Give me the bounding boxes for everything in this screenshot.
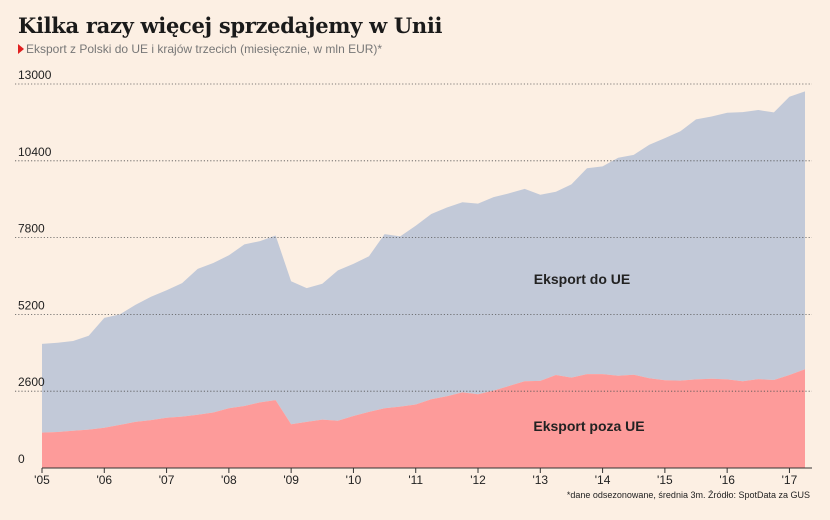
chart-title: Kilka razy więcej sprzedajemy w Unii bbox=[18, 13, 443, 38]
x-tick-label: '13 bbox=[532, 473, 548, 487]
y-tick-label: 7800 bbox=[18, 222, 45, 236]
footnote: *dane odsezonowane, średnia 3m. Źródło: … bbox=[566, 490, 810, 500]
y-tick-label: 10400 bbox=[18, 145, 52, 159]
y-tick-label: 5200 bbox=[18, 298, 45, 312]
red-triangle-icon bbox=[18, 44, 24, 54]
y-tick-label: 2600 bbox=[18, 375, 45, 389]
area-label-eu: Eksport do UE bbox=[534, 271, 630, 287]
subtitle-text: Eksport z Polski do UE i krajów trzecich… bbox=[26, 42, 383, 56]
series-area-eksport-do-ue bbox=[42, 91, 805, 433]
chart-subtitle: Eksport z Polski do UE i krajów trzecich… bbox=[18, 42, 382, 56]
x-tick-label: '06 bbox=[96, 473, 112, 487]
x-tick-label: '11 bbox=[408, 473, 423, 487]
y-tick-label: 13000 bbox=[18, 68, 52, 82]
x-tick-label: '09 bbox=[283, 473, 299, 487]
x-tick-label: '10 bbox=[346, 473, 362, 487]
x-tick-label: '07 bbox=[159, 473, 175, 487]
x-tick-label: '05 bbox=[34, 473, 50, 487]
x-tick-label: '14 bbox=[595, 473, 611, 487]
x-tick-label: '12 bbox=[470, 473, 486, 487]
series-area-eksport-poza-ue bbox=[42, 369, 805, 468]
y-tick-label: 0 bbox=[18, 452, 25, 466]
x-tick-label: '15 bbox=[657, 473, 673, 487]
x-tick-label: '08 bbox=[221, 473, 237, 487]
area-label-non-eu: Eksport poza UE bbox=[533, 418, 644, 434]
x-tick-label: '17 bbox=[782, 473, 798, 487]
x-tick-label: '16 bbox=[719, 473, 735, 487]
